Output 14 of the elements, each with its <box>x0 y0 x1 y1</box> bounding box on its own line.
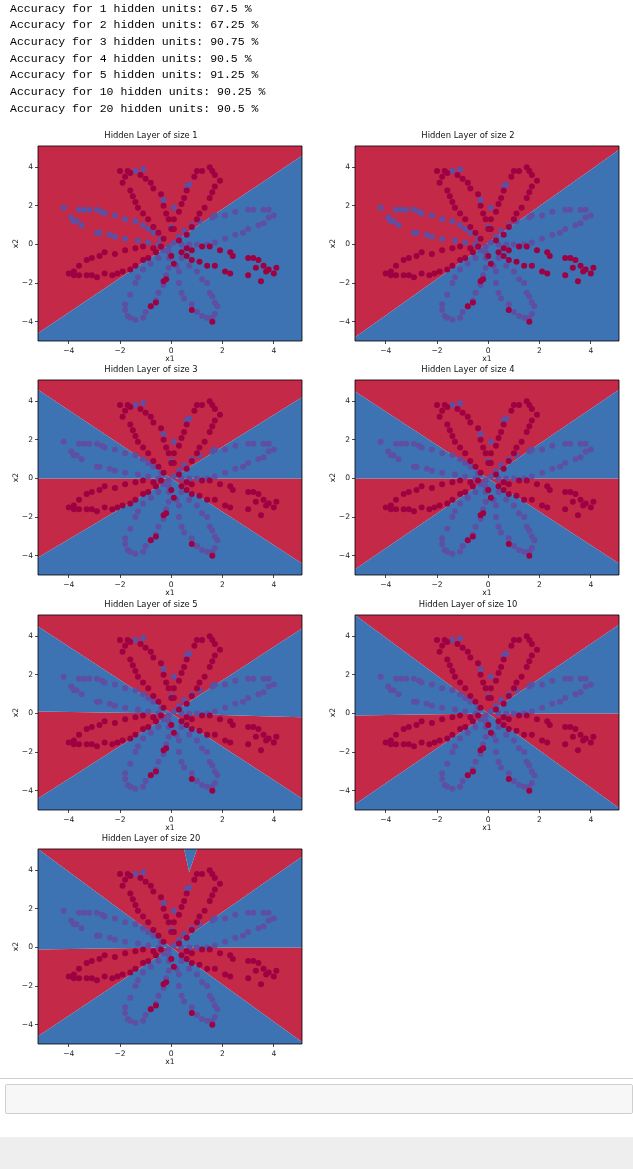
chart-title: Hidden Layer of size 1 <box>104 130 198 141</box>
text: Accuracy for 2 hidden units: 67.25 % <box>10 17 259 34</box>
text: Accuracy for 3 hidden units: 90.75 % <box>10 33 259 50</box>
text: Accuracy for 10 hidden units: 90.25 % <box>10 84 266 100</box>
text: Accuracy for 5 hidden units: 91.25 % <box>10 67 259 84</box>
text: Accuracy for 1 hidden units: 67.5 % <box>10 0 252 17</box>
chart-title: Hidden Layer of size 2 <box>421 130 515 141</box>
text: Accuracy for 4 hidden units: 90.5 % <box>10 50 252 67</box>
chart-title: Hidden Layer of size 3 <box>104 364 198 375</box>
chart-title: Hidden Layer of size 20 <box>101 833 201 844</box>
chart-title: Hidden Layer of size 5 <box>104 598 198 609</box>
chart-title: Hidden Layer of size 10 <box>418 598 518 609</box>
text: Accuracy for 20 hidden units: 90.5 % <box>10 100 259 117</box>
chart-title: Hidden Layer of size 4 <box>421 364 515 375</box>
